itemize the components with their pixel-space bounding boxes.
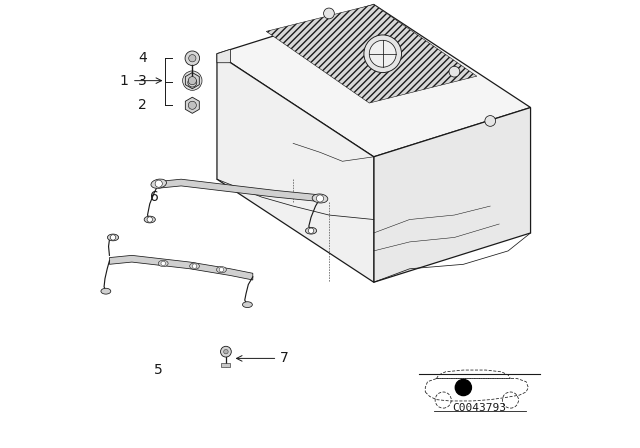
Polygon shape xyxy=(186,73,199,89)
Circle shape xyxy=(485,116,495,126)
Ellipse shape xyxy=(108,234,118,241)
Circle shape xyxy=(369,40,396,67)
Circle shape xyxy=(449,66,460,77)
Polygon shape xyxy=(374,108,531,282)
Text: 3: 3 xyxy=(138,73,147,88)
Ellipse shape xyxy=(158,260,168,267)
Circle shape xyxy=(316,195,324,202)
Ellipse shape xyxy=(144,216,156,223)
Polygon shape xyxy=(159,179,320,202)
Circle shape xyxy=(188,101,196,109)
Ellipse shape xyxy=(243,302,252,307)
Ellipse shape xyxy=(305,228,317,234)
Polygon shape xyxy=(109,255,253,280)
Ellipse shape xyxy=(101,289,111,294)
Polygon shape xyxy=(217,49,230,63)
Polygon shape xyxy=(217,4,531,157)
Text: 2: 2 xyxy=(138,98,147,112)
Circle shape xyxy=(147,217,152,222)
Circle shape xyxy=(185,51,200,65)
Circle shape xyxy=(324,8,334,19)
Ellipse shape xyxy=(312,194,328,203)
Polygon shape xyxy=(186,97,199,113)
Text: 6: 6 xyxy=(150,190,159,204)
Circle shape xyxy=(219,267,224,272)
FancyBboxPatch shape xyxy=(221,363,230,367)
Text: 5: 5 xyxy=(154,362,163,377)
Text: C0043793: C0043793 xyxy=(452,403,506,413)
Text: 1: 1 xyxy=(120,73,129,88)
Polygon shape xyxy=(266,4,477,103)
Polygon shape xyxy=(217,54,374,282)
Ellipse shape xyxy=(216,267,227,273)
Circle shape xyxy=(455,379,472,396)
Text: 4: 4 xyxy=(138,51,147,65)
Circle shape xyxy=(221,346,231,357)
Text: 7: 7 xyxy=(280,351,289,366)
Circle shape xyxy=(161,261,166,266)
Ellipse shape xyxy=(151,179,166,188)
Circle shape xyxy=(364,35,401,73)
Circle shape xyxy=(110,235,116,240)
Circle shape xyxy=(188,77,196,85)
Circle shape xyxy=(224,349,228,354)
Circle shape xyxy=(182,71,202,90)
Circle shape xyxy=(155,180,163,187)
Circle shape xyxy=(188,78,197,87)
Ellipse shape xyxy=(189,263,200,269)
Circle shape xyxy=(189,55,196,62)
Circle shape xyxy=(308,228,314,233)
Circle shape xyxy=(192,264,197,268)
